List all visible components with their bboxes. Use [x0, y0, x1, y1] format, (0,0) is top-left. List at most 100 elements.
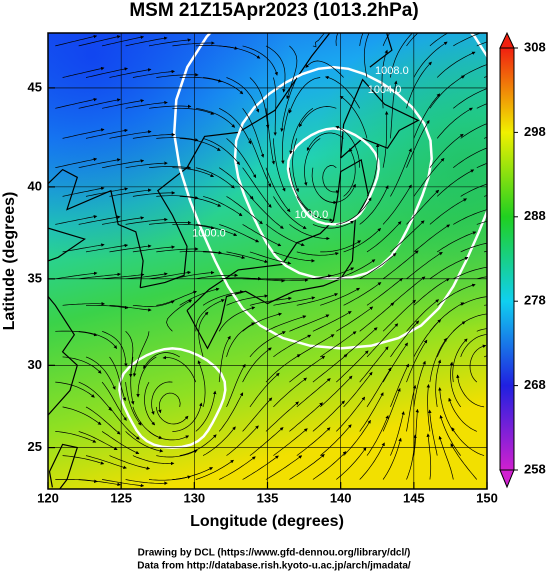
streamline: [406, 384, 417, 432]
streamline: [453, 313, 487, 332]
coastline: [48, 443, 79, 489]
streamline: [429, 302, 465, 332]
streamline: [429, 33, 449, 47]
streamline: [437, 231, 477, 253]
streamline: [203, 77, 244, 95]
streamline: [312, 354, 348, 383]
streamline: [195, 224, 238, 236]
streamline: [390, 411, 405, 456]
streamline: [289, 402, 324, 432]
streamline: [226, 138, 257, 179]
streamline: [219, 45, 261, 59]
streamline: [289, 108, 314, 155]
x-tick-label: 140: [330, 490, 352, 505]
streamline: [460, 296, 487, 306]
colorbar-tick-label: 268: [524, 377, 546, 392]
streamline: [148, 270, 192, 280]
streamline: [312, 400, 345, 432]
streamline: [335, 125, 361, 168]
streamline: [148, 165, 192, 170]
y-tick-label: 25: [28, 439, 42, 454]
streamline: [366, 367, 392, 408]
streamline: [359, 302, 395, 332]
streamline: [382, 250, 419, 280]
streamline: [343, 419, 371, 456]
streamline: [179, 196, 222, 207]
streamline: [125, 479, 168, 486]
streamline: [162, 355, 197, 383]
streamline: [195, 167, 235, 189]
streamline: [101, 431, 140, 455]
streamline: [363, 33, 370, 78]
streamline: [102, 479, 145, 488]
streamline: [166, 299, 193, 332]
colorbar-min-arrow: [499, 469, 515, 489]
streamline: [299, 106, 337, 128]
streamline: [55, 330, 98, 337]
streamline: [125, 161, 168, 169]
streamline: [109, 244, 152, 253]
streamline: [265, 401, 299, 432]
streamline: [249, 251, 292, 265]
streamline: [102, 99, 145, 109]
streamline: [448, 397, 477, 432]
streamline: [62, 186, 105, 197]
streamline: [85, 67, 128, 78]
streamline: [428, 409, 438, 456]
streamline: [456, 374, 485, 408]
streamline: [296, 378, 331, 408]
streamline: [312, 33, 325, 48]
streamline: [406, 339, 428, 383]
streamline: [85, 406, 121, 435]
streamline: [289, 355, 326, 383]
streamline: [78, 431, 118, 451]
streamline: [249, 138, 271, 188]
streamline: [78, 35, 121, 47]
streamline: [197, 360, 206, 407]
streamline: [125, 217, 168, 225]
streamline: [132, 132, 176, 139]
streamline: [242, 455, 279, 480]
streamline: [452, 338, 468, 383]
streamline: [202, 426, 236, 456]
streamline: [382, 33, 391, 47]
streamline: [55, 431, 97, 443]
streamline: [62, 302, 105, 306]
streamline: [273, 296, 316, 306]
streamline: [273, 138, 286, 192]
streamline: [78, 330, 118, 349]
streamline: [156, 247, 199, 253]
streamline: [179, 287, 220, 306]
streamline: [366, 415, 389, 456]
streamline: [156, 449, 198, 458]
streamline: [125, 431, 164, 453]
streamline: [132, 191, 176, 197]
streamline: [320, 287, 361, 306]
streamline: [62, 406, 102, 425]
streamline: [249, 372, 280, 408]
streamline: [172, 223, 215, 230]
streamline: [132, 245, 176, 253]
streamline: [102, 216, 145, 225]
streamline: [78, 479, 121, 487]
streamline: [312, 311, 352, 332]
streamline: [78, 215, 121, 225]
streamline: [390, 148, 412, 197]
streamline: [143, 352, 180, 369]
streamline: [109, 68, 152, 78]
streamline: [429, 133, 464, 168]
streamline: [172, 167, 215, 177]
streamline: [195, 273, 239, 280]
streamline: [85, 187, 129, 197]
streamline: [156, 290, 197, 306]
y-tick-label: 45: [28, 79, 42, 94]
streamline: [273, 77, 277, 136]
streamline: [242, 397, 273, 432]
streamline: [406, 189, 440, 225]
colorbar-tick-label: 258: [524, 461, 546, 476]
streamline: [242, 167, 272, 208]
streamline: [322, 165, 340, 194]
colorbar-tick-label: 298: [524, 124, 546, 139]
streamline: [366, 143, 380, 197]
